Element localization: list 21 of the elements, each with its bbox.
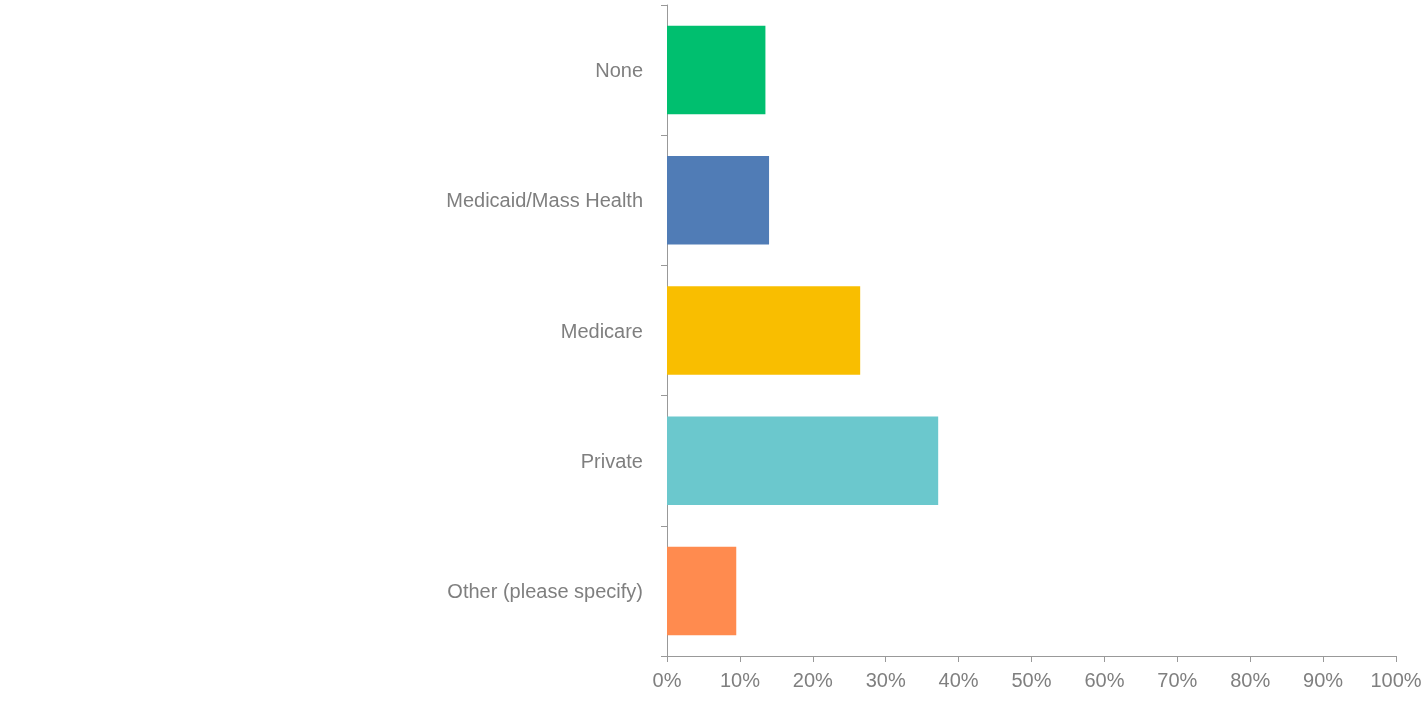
bar (667, 286, 861, 375)
x-tick-label: 30% (865, 669, 906, 691)
y-tick-label: None (595, 59, 643, 82)
x-tick-label: 70% (1157, 669, 1198, 691)
bar (667, 156, 770, 245)
x-tick-label: 10% (719, 669, 761, 691)
x-tick-label: 50% (1011, 669, 1052, 691)
bar (667, 546, 737, 636)
x-tick-label: 0% (652, 669, 682, 691)
x-tick-label: 40% (938, 669, 979, 691)
x-tick-label: 20% (792, 669, 834, 691)
x-tick-label: 90% (1303, 669, 1344, 691)
bar (667, 416, 939, 505)
x-tick-label: 80% (1230, 669, 1271, 691)
x-tick-label: 60% (1084, 669, 1125, 691)
y-tick-label: Private (580, 449, 643, 472)
y-tick-label: Other (please specify) (447, 579, 643, 602)
y-tick-label: Medicaid/Mass Health (446, 189, 643, 212)
x-tick-label: 100% (1370, 669, 1422, 691)
y-tick-label: Medicare (560, 319, 643, 342)
bar (667, 25, 766, 115)
